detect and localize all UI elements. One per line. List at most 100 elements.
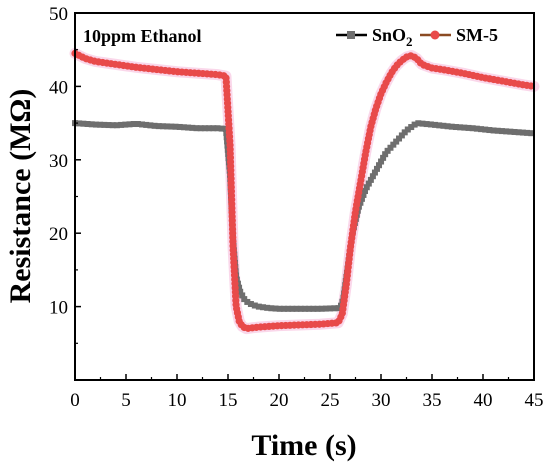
point-sno2 [440, 122, 447, 129]
x-axis-title: Time (s) [251, 429, 356, 462]
point-sno2 [109, 122, 116, 129]
legend-marker-sm5 [430, 30, 440, 40]
series-halo-layer [69, 47, 540, 335]
y-tick-label: 10 [49, 298, 68, 319]
point-sno2 [143, 121, 150, 128]
series-line-sm-5 [74, 52, 535, 330]
point-sno2 [189, 124, 196, 131]
series-line-sno2 [74, 121, 535, 310]
point-sno2 [327, 305, 334, 312]
series-halo-sm-5 [69, 47, 540, 335]
point-sno2 [376, 162, 383, 169]
x-tick-label: 0 [70, 390, 80, 411]
point-sno2 [105, 122, 112, 129]
point-sno2 [244, 298, 251, 305]
y-axis-title: Resistance (MΩ) [4, 89, 37, 304]
point-sno2 [310, 305, 317, 312]
point-sno2 [268, 305, 275, 312]
point-sno2 [519, 129, 526, 136]
point-sno2 [528, 130, 535, 137]
point-sno2 [507, 128, 514, 135]
x-tick-label: 20 [270, 390, 289, 411]
point-sno2 [444, 123, 451, 130]
point-sno2 [214, 125, 221, 132]
point-sno2 [172, 123, 179, 130]
point-sno2 [378, 158, 385, 165]
point-sno2 [251, 302, 258, 309]
point-sno2 [469, 125, 476, 132]
point-sno2 [260, 304, 267, 311]
point-sno2 [130, 121, 137, 128]
point-sno2 [357, 199, 364, 206]
point-sno2 [411, 121, 418, 128]
point-sno2 [276, 305, 283, 312]
legend-marker-sno2 [347, 31, 355, 39]
point-sno2 [201, 125, 208, 132]
point-sno2 [126, 121, 133, 128]
x-tick-label: 30 [372, 390, 391, 411]
point-sno2 [236, 284, 243, 291]
point-sno2 [360, 191, 367, 198]
point-sno2 [457, 124, 464, 131]
point-sno2 [398, 132, 405, 139]
point-sno2 [478, 126, 485, 133]
point-sno2 [88, 121, 95, 128]
point-sno2 [122, 121, 129, 128]
x-tick-label: 15 [219, 390, 238, 411]
point-sno2 [289, 305, 296, 312]
x-tick-label: 25 [321, 390, 340, 411]
point-sno2 [168, 123, 175, 130]
point-sno2 [365, 180, 372, 187]
point-sno2 [393, 138, 400, 145]
y-tick-label: 30 [49, 151, 68, 172]
point-sno2 [285, 305, 292, 312]
point-sno2 [272, 305, 279, 312]
point-sno2 [151, 122, 158, 129]
point-sno2 [419, 120, 426, 127]
point-sno2 [373, 165, 380, 172]
point-sno2 [197, 125, 204, 132]
point-sno2 [369, 173, 376, 180]
point-sno2 [387, 144, 394, 151]
point-sno2 [503, 128, 510, 135]
point-sno2 [448, 123, 455, 130]
point-sno2 [401, 129, 408, 136]
point-sno2 [255, 303, 262, 310]
point-sno2 [193, 125, 200, 132]
point-sno2 [185, 124, 192, 131]
point-sno2 [473, 125, 480, 132]
point-sno2 [134, 121, 141, 128]
point-sno2 [415, 120, 422, 127]
point-sno2 [155, 123, 162, 130]
legend-label-sm5: SM-5 [456, 25, 498, 45]
legend-label-sno2: SnO2 [372, 25, 413, 49]
point-sno2 [371, 169, 378, 176]
point-sno2 [404, 126, 411, 133]
point-sno2 [113, 122, 120, 129]
x-tick-label: 40 [474, 390, 493, 411]
point-sno2 [241, 296, 248, 303]
point-sno2 [301, 305, 308, 312]
point-sno2 [465, 124, 472, 131]
point-sno2 [408, 124, 415, 131]
point-sno2 [331, 305, 338, 312]
y-tick-label: 40 [49, 77, 68, 98]
point-sno2 [176, 123, 183, 130]
y-tick-label: 20 [49, 224, 68, 245]
point-sno2 [396, 135, 403, 142]
point-sno2 [139, 121, 146, 128]
point-sno2 [322, 305, 329, 312]
point-sno2 [210, 125, 217, 132]
x-tick-label: 5 [121, 390, 131, 411]
point-sno2 [164, 123, 171, 130]
point-sno2 [76, 120, 83, 127]
x-tick-label: 10 [168, 390, 187, 411]
point-sno2 [524, 129, 531, 136]
point-sno2 [361, 188, 368, 195]
axes-layer: 0 5 10 15 20 25 30 35 40 45 10 20 30 40 50 [49, 4, 544, 411]
point-sno2 [159, 123, 166, 130]
point-sno2 [247, 301, 254, 308]
point-sno2 [363, 184, 370, 191]
point-sno2 [482, 126, 489, 133]
